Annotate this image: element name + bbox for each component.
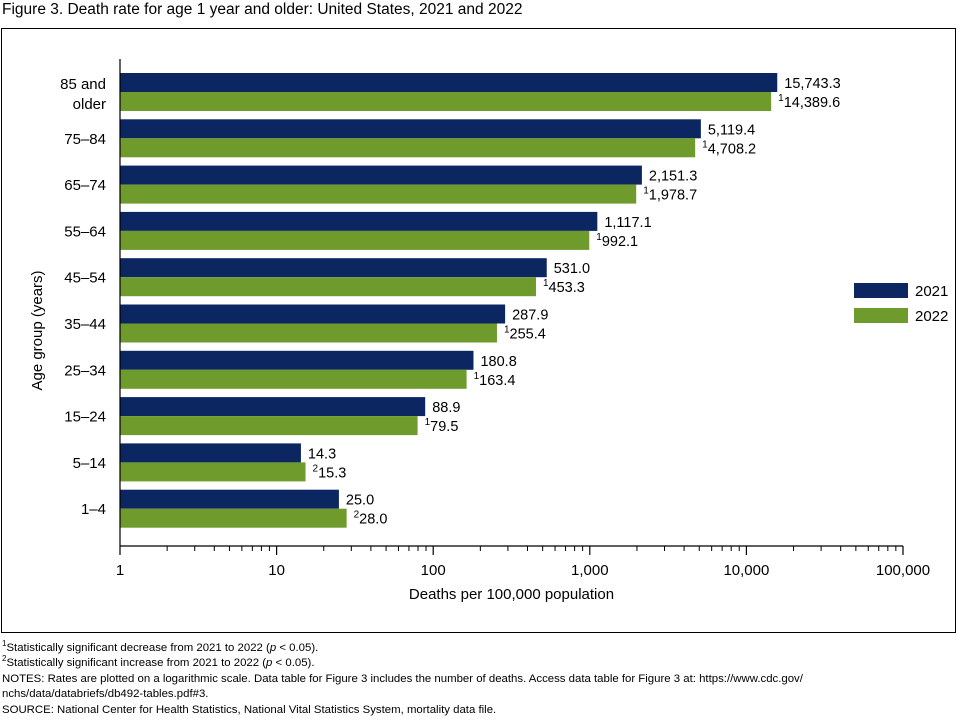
bar-2022-5 — [120, 323, 497, 343]
data-label-2022-2: 11,978.7 — [643, 186, 697, 204]
legend-swatch-2022 — [854, 308, 908, 323]
bar-2022-6 — [120, 369, 467, 389]
data-label-2021-8: 14.3 — [308, 446, 336, 462]
x-tick-label-2: 100 — [421, 562, 446, 579]
bar-2021-3 — [120, 211, 598, 231]
data-label-2021-1: 5,119.4 — [708, 122, 755, 138]
data-label-2022-9: 228.0 — [354, 510, 388, 528]
notes-line-1: NOTES: Rates are plotted on a logarithmi… — [2, 672, 803, 685]
x-tick-label-3: 1,000 — [571, 562, 609, 579]
bar-2022-3 — [120, 230, 590, 250]
bar-2021-8 — [120, 443, 301, 463]
bar-2022-4 — [120, 277, 536, 297]
category-label-0: 85 and older — [60, 76, 106, 113]
category-label-1: 75–84 — [64, 131, 106, 148]
data-label-2022-8: 215.3 — [313, 463, 347, 481]
category-label-9: 1–4 — [81, 501, 106, 518]
category-label-5: 35–44 — [64, 316, 106, 333]
x-tick-label-5: 100,000 — [876, 562, 930, 579]
bar-2022-9 — [120, 508, 347, 528]
footnote-2: 2Statistically significant increase from… — [2, 654, 315, 670]
bar-2021-2 — [120, 165, 642, 185]
notes-line-2: nchs/data/databriefs/db492-tables.pdf#3. — [2, 688, 209, 701]
footnotes: 1Statistically significant decrease from… — [2, 639, 957, 718]
category-label-8: 5–14 — [73, 455, 106, 472]
y-axis-title: Age group (years) — [29, 270, 46, 390]
figure-title: Figure 3. Death rate for age 1 year and … — [2, 1, 523, 18]
data-label-2021-6: 180.8 — [480, 354, 516, 370]
bar-2021-7 — [120, 397, 426, 417]
legend-label-2022: 2022 — [915, 308, 948, 325]
data-label-2021-9: 25.0 — [346, 493, 374, 509]
x-tick-label-1: 10 — [268, 562, 285, 579]
category-label-4: 45–54 — [64, 270, 106, 287]
bar-2021-5 — [120, 304, 506, 324]
bar-2022-7 — [120, 416, 418, 436]
data-label-2022-0: 114,389.6 — [778, 93, 840, 111]
legend-label-2021: 2021 — [915, 283, 948, 300]
x-tick-label-4: 10,000 — [723, 562, 769, 579]
bar-2022-1 — [120, 138, 696, 158]
bar-2022-0 — [120, 92, 772, 111]
data-label-2022-4: 1453.3 — [543, 278, 585, 296]
data-label-2021-5: 287.9 — [512, 308, 548, 324]
bar-2021-4 — [120, 258, 547, 278]
x-tick-label-0: 1 — [116, 562, 124, 579]
legend-swatch-2021 — [854, 283, 908, 298]
bar-2022-8 — [120, 462, 306, 482]
bar-2021-9 — [120, 489, 339, 509]
bar-2022-2 — [120, 184, 637, 204]
data-label-2022-1: 14,708.2 — [702, 139, 756, 157]
category-label-7: 15–24 — [64, 409, 106, 426]
x-axis-title: Deaths per 100,000 population — [409, 586, 614, 603]
data-label-2021-3: 1,117.1 — [604, 215, 651, 231]
category-label-3: 55–64 — [64, 223, 106, 240]
data-label-2022-3: 1992.1 — [596, 232, 638, 250]
bar-2021-0 — [120, 73, 778, 92]
data-label-2021-4: 531.0 — [554, 261, 590, 277]
footnote-1: 1Statistically significant decrease from… — [2, 639, 319, 654]
category-label-2: 65–74 — [64, 177, 106, 194]
data-label-2021-0: 15,743.3 — [784, 76, 840, 92]
data-label-2021-2: 2,151.3 — [649, 169, 697, 185]
source-line: SOURCE: National Center for Health Stati… — [2, 703, 497, 716]
data-label-2022-5: 1255.4 — [504, 325, 546, 343]
data-label-2022-7: 179.5 — [425, 417, 459, 435]
chart-frame: 15,743.3 114,389.6 85 and older 5,119.4 14,70… — [1, 28, 956, 633]
data-label-2021-7: 88.9 — [432, 400, 460, 416]
bar-2021-6 — [120, 350, 474, 370]
category-label-6: 25–34 — [64, 362, 106, 379]
data-label-2022-6: 1163.4 — [474, 371, 516, 389]
bar-2021-1 — [120, 119, 701, 139]
